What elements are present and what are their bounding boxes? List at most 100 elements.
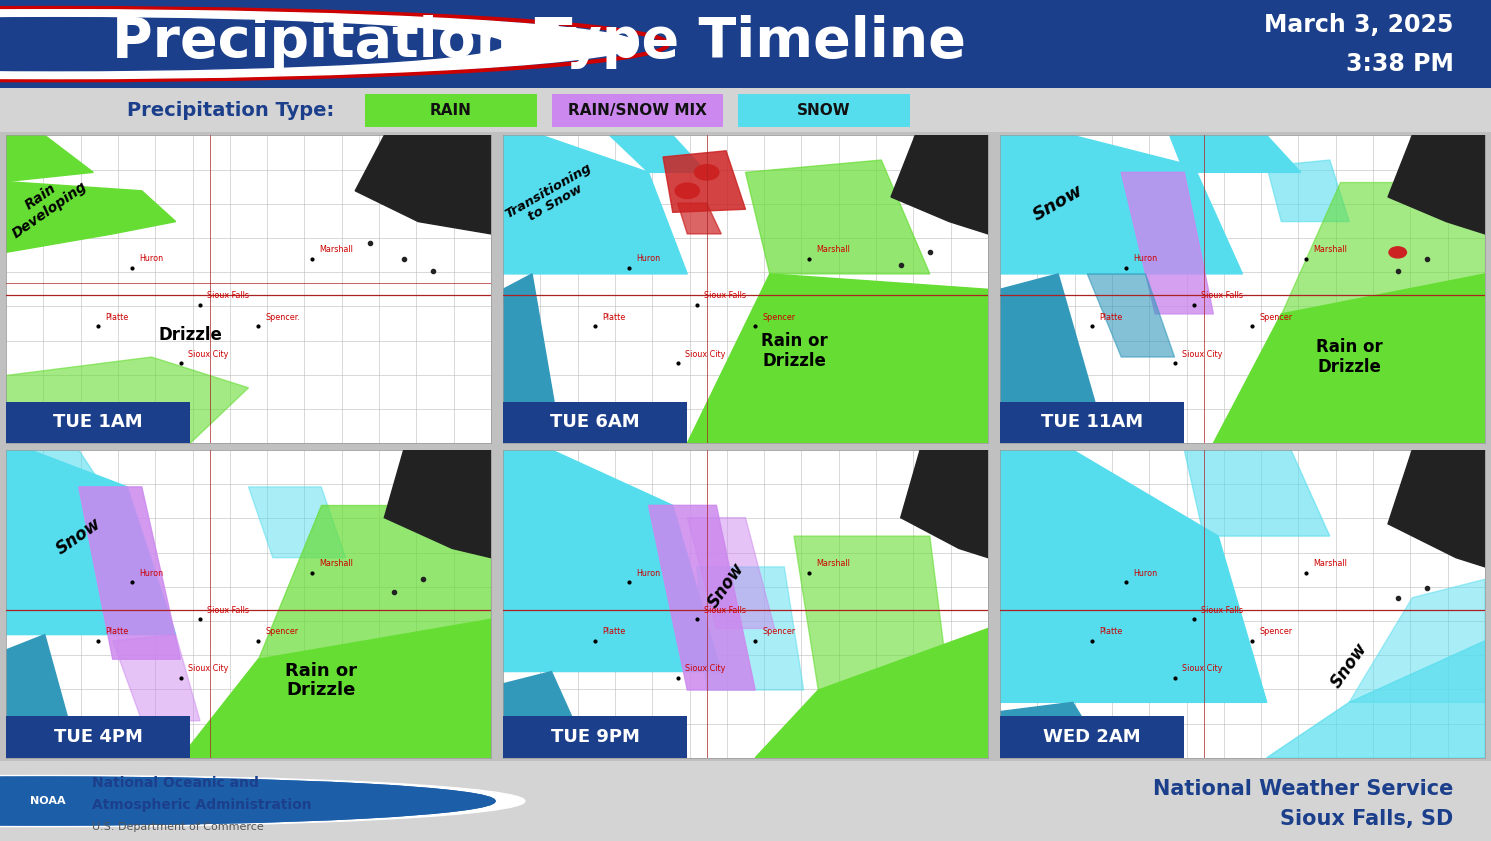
Polygon shape xyxy=(696,567,804,690)
Text: Spencer: Spencer xyxy=(762,313,796,321)
Text: Platte: Platte xyxy=(106,313,128,321)
Polygon shape xyxy=(892,135,989,234)
Text: Sioux City: Sioux City xyxy=(1182,350,1223,358)
Text: Spencer: Spencer xyxy=(762,627,796,636)
Text: Spencer: Spencer xyxy=(265,627,298,636)
Polygon shape xyxy=(610,135,707,172)
Polygon shape xyxy=(756,628,989,758)
Text: Marshall: Marshall xyxy=(319,559,353,569)
Circle shape xyxy=(0,10,638,78)
Polygon shape xyxy=(1184,450,1330,536)
Polygon shape xyxy=(1170,135,1300,172)
Text: Platte: Platte xyxy=(106,627,128,636)
Polygon shape xyxy=(6,182,176,252)
Polygon shape xyxy=(687,274,989,443)
Polygon shape xyxy=(249,487,346,558)
Polygon shape xyxy=(502,450,722,672)
Text: NOAA: NOAA xyxy=(30,796,66,806)
Polygon shape xyxy=(746,160,930,274)
Text: Snow: Snow xyxy=(1030,182,1087,225)
Polygon shape xyxy=(6,450,103,487)
Text: Platte: Platte xyxy=(1099,313,1123,321)
Text: March 3, 2025: March 3, 2025 xyxy=(1264,13,1454,37)
Polygon shape xyxy=(385,450,491,558)
Polygon shape xyxy=(663,151,746,213)
Text: U.S. Department of Commerce: U.S. Department of Commerce xyxy=(92,822,264,832)
Polygon shape xyxy=(113,635,200,721)
Polygon shape xyxy=(502,672,590,758)
Polygon shape xyxy=(1267,160,1349,221)
Polygon shape xyxy=(6,135,94,182)
Polygon shape xyxy=(1000,274,1106,443)
Text: Sioux Falls, SD: Sioux Falls, SD xyxy=(1281,809,1454,828)
Text: Huron: Huron xyxy=(139,254,164,263)
Polygon shape xyxy=(795,536,950,690)
Polygon shape xyxy=(6,357,249,443)
Text: Huron: Huron xyxy=(637,569,661,578)
Polygon shape xyxy=(677,204,722,234)
Text: Atmospheric Administration: Atmospheric Administration xyxy=(92,798,312,812)
Polygon shape xyxy=(502,274,561,443)
Text: TUE 1AM: TUE 1AM xyxy=(54,414,143,431)
Polygon shape xyxy=(6,450,176,635)
Text: TUE 11AM: TUE 11AM xyxy=(1041,414,1144,431)
Polygon shape xyxy=(1388,135,1485,234)
Circle shape xyxy=(0,775,525,827)
Text: RAIN: RAIN xyxy=(429,103,473,118)
Text: WED 2AM: WED 2AM xyxy=(1044,728,1141,746)
Polygon shape xyxy=(1388,450,1485,567)
Text: Rain or
Drizzle: Rain or Drizzle xyxy=(760,332,828,369)
Polygon shape xyxy=(687,518,775,628)
Text: Sioux City: Sioux City xyxy=(188,664,228,673)
Text: 3:38 PM: 3:38 PM xyxy=(1346,51,1454,76)
Polygon shape xyxy=(1000,450,1267,702)
Polygon shape xyxy=(79,487,180,659)
Polygon shape xyxy=(1349,579,1485,702)
Circle shape xyxy=(0,18,504,71)
Text: Huron: Huron xyxy=(139,569,164,578)
Text: Sioux Falls: Sioux Falls xyxy=(704,606,747,615)
Text: Sioux Falls: Sioux Falls xyxy=(207,291,249,300)
Circle shape xyxy=(695,165,719,180)
Text: Precipitation Type Timeline: Precipitation Type Timeline xyxy=(112,15,966,70)
Text: Snow: Snow xyxy=(52,514,104,558)
Polygon shape xyxy=(1000,702,1106,758)
Text: Platte: Platte xyxy=(602,313,626,321)
Polygon shape xyxy=(6,635,79,758)
Text: National Oceanic and: National Oceanic and xyxy=(92,776,259,791)
Polygon shape xyxy=(649,505,756,690)
Text: Huron: Huron xyxy=(637,254,661,263)
Text: Platte: Platte xyxy=(1099,627,1123,636)
Polygon shape xyxy=(1267,641,1485,758)
Circle shape xyxy=(0,777,495,825)
Polygon shape xyxy=(1281,182,1485,314)
Text: Marshall: Marshall xyxy=(1314,559,1346,569)
Text: Marshall: Marshall xyxy=(816,559,850,569)
Text: Sioux City: Sioux City xyxy=(684,664,725,673)
Text: Huron: Huron xyxy=(1133,569,1157,578)
Circle shape xyxy=(675,183,699,198)
Text: TUE 6AM: TUE 6AM xyxy=(550,414,640,431)
Polygon shape xyxy=(355,135,491,234)
Polygon shape xyxy=(180,619,491,758)
Text: Spencer.: Spencer. xyxy=(265,313,300,321)
Text: Sioux City: Sioux City xyxy=(188,350,228,358)
Polygon shape xyxy=(502,135,687,274)
Text: Sioux Falls: Sioux Falls xyxy=(704,291,747,300)
Text: SNOW: SNOW xyxy=(798,103,850,118)
Text: TUE 9PM: TUE 9PM xyxy=(550,728,640,746)
Text: Sioux Falls: Sioux Falls xyxy=(207,606,249,615)
Text: Platte: Platte xyxy=(602,627,626,636)
Text: Snow: Snow xyxy=(1327,639,1372,691)
Polygon shape xyxy=(1214,274,1485,443)
Text: Rain or
Drizzle: Rain or Drizzle xyxy=(1317,338,1382,376)
Polygon shape xyxy=(1087,274,1175,357)
Text: Sioux Falls: Sioux Falls xyxy=(1202,606,1243,615)
Text: Rain
Developing: Rain Developing xyxy=(0,166,89,241)
Text: Marshall: Marshall xyxy=(1314,245,1346,254)
Text: Drizzle: Drizzle xyxy=(158,326,222,345)
Text: Spencer: Spencer xyxy=(1260,313,1293,321)
Polygon shape xyxy=(1121,172,1214,314)
Polygon shape xyxy=(1000,135,1242,274)
Text: Marshall: Marshall xyxy=(319,245,353,254)
